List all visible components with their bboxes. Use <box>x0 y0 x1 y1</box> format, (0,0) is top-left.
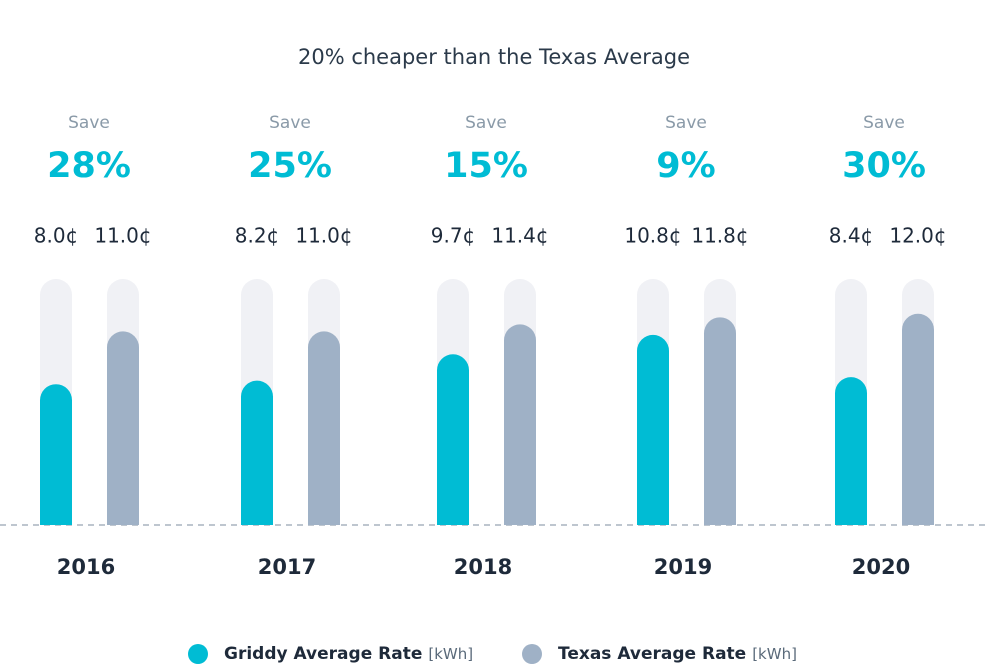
legend-swatch <box>188 644 208 664</box>
bar <box>835 377 867 525</box>
bar <box>637 334 669 525</box>
save-label: Save <box>465 113 507 133</box>
bar <box>704 317 736 525</box>
legend-entry: Griddy Average Rate [kWh] <box>224 644 473 664</box>
value-label: 8.2¢ <box>235 224 280 248</box>
chart-title: 20% cheaper than the Texas Average <box>298 45 690 69</box>
value-label: 8.0¢ <box>34 224 79 248</box>
x-tick-label: 2019 <box>654 555 712 579</box>
value-label: 8.4¢ <box>829 224 874 248</box>
value-label: 9.7¢ <box>431 224 476 248</box>
bar <box>107 331 139 525</box>
bar <box>241 380 273 525</box>
legend-unit: [kWh] <box>428 645 473 663</box>
save-percent: 25% <box>248 146 332 186</box>
bar <box>308 331 340 525</box>
value-label: 10.8¢ <box>624 224 681 248</box>
save-percent: 28% <box>47 146 131 186</box>
legend-entry: Texas Average Rate [kWh] <box>558 644 797 664</box>
x-tick-label: 2018 <box>454 555 512 579</box>
save-percent: 9% <box>656 146 715 186</box>
bar <box>902 313 934 525</box>
save-label: Save <box>68 113 110 133</box>
x-tick-label: 2017 <box>258 555 316 579</box>
save-label: Save <box>269 113 311 133</box>
legend-swatch <box>522 644 542 664</box>
bar <box>40 384 72 525</box>
legend-unit: [kWh] <box>752 645 797 663</box>
value-label: 11.0¢ <box>295 224 352 248</box>
legend-name: Griddy Average Rate <box>224 644 422 664</box>
legend-name: Texas Average Rate <box>558 644 746 664</box>
save-percent: 30% <box>842 146 926 186</box>
x-tick-label: 2016 <box>57 555 115 579</box>
save-label: Save <box>863 113 905 133</box>
save-label: Save <box>665 113 707 133</box>
value-label: 11.8¢ <box>691 224 748 248</box>
save-percent: 15% <box>444 146 528 186</box>
x-tick-label: 2020 <box>852 555 910 579</box>
bar <box>437 354 469 525</box>
bar <box>504 324 536 525</box>
value-label: 11.0¢ <box>94 224 151 248</box>
value-label: 12.0¢ <box>889 224 946 248</box>
value-label: 11.4¢ <box>491 224 548 248</box>
